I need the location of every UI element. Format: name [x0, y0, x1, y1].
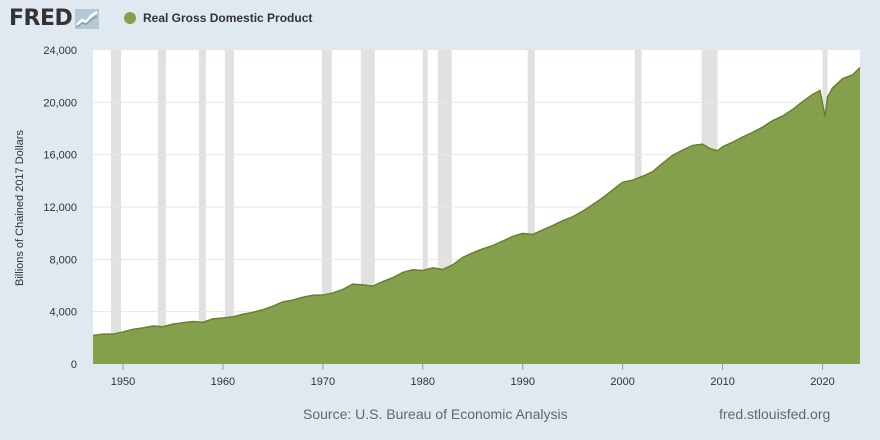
- x-axis-ticks: 1950 1960 1970 1980 1990 2000 2010 2020: [111, 364, 835, 388]
- y-tick-label-5: 20,000: [43, 97, 77, 109]
- y-tick-label-6: 24,000: [43, 45, 77, 57]
- series-area: [92, 67, 861, 364]
- x-tick-label-6: 2010: [710, 376, 734, 388]
- y-axis-label: Billions of Chained 2017 Dollars: [14, 130, 26, 286]
- source-note: Source: U.S. Bureau of Economic Analysis: [303, 406, 568, 422]
- x-tick-label-3: 1980: [411, 376, 435, 388]
- logo-text: FRED: [9, 6, 73, 31]
- series-area-fill: [93, 67, 860, 364]
- legend-label: Real Gross Domestic Product: [143, 11, 313, 25]
- legend-swatch: [124, 12, 136, 24]
- x-tick-label-4: 1990: [510, 376, 534, 388]
- x-tick-label-2: 1970: [311, 376, 335, 388]
- y-tick-label-3: 12,000: [43, 202, 77, 214]
- y-tick-label-0: 0: [71, 359, 77, 371]
- x-tick-label-0: 1950: [111, 376, 135, 388]
- fred-logo[interactable]: FRED: [9, 6, 100, 31]
- y-tick-label-4: 16,000: [43, 150, 77, 162]
- y-tick-label-2: 8,000: [49, 254, 77, 266]
- chart-trend-icon: [75, 9, 100, 29]
- site-link[interactable]: fred.stlouisfed.org: [719, 406, 831, 422]
- x-tick-label-1: 1960: [211, 376, 235, 388]
- x-tick-label-5: 2000: [610, 376, 634, 388]
- y-tick-label-1: 4,000: [49, 307, 77, 319]
- y-axis-ticks: 0 4,000 8,000 12,000 16,000 20,000 24,000: [43, 45, 77, 371]
- series-line: [92, 67, 861, 337]
- x-tick-label-7: 2020: [810, 376, 834, 388]
- legend[interactable]: Real Gross Domestic Product: [124, 11, 312, 25]
